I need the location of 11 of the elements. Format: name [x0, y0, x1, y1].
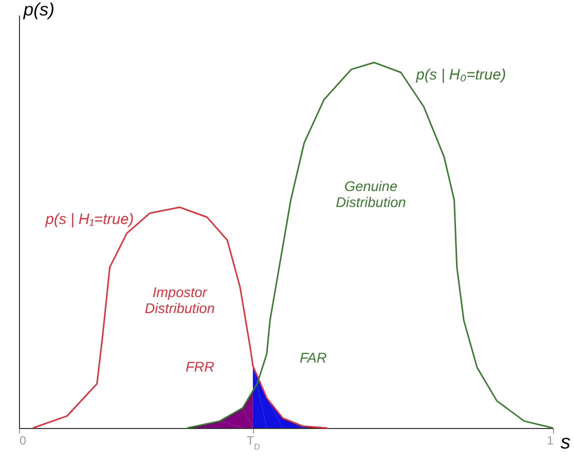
x-tick-label: 1 [546, 434, 554, 448]
annotation: FAR [300, 350, 327, 366]
x-tick-label: T$_{D}$ [246, 434, 260, 452]
y-axis-title: p(s) [22, 0, 54, 20]
series-label: p(s | H₁=true) [44, 211, 134, 228]
x-tick-label: 0 [20, 434, 26, 448]
annotation: Genuine Distribution [336, 178, 406, 210]
series-label: p(s | H₀=true) [415, 66, 506, 84]
annotation: Impostor Distribution [144, 284, 215, 316]
x-axis-title: s [560, 432, 570, 454]
annotation: FRR [186, 358, 214, 375]
